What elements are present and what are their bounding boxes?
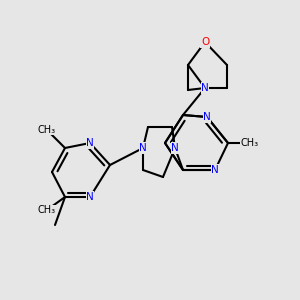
Text: CH₃: CH₃ (38, 125, 56, 135)
Text: N: N (139, 143, 147, 153)
Text: N: N (171, 143, 179, 153)
Text: N: N (86, 138, 94, 148)
Text: O: O (201, 37, 209, 47)
Text: CH₃: CH₃ (241, 138, 259, 148)
Text: N: N (203, 112, 211, 122)
Text: N: N (201, 83, 209, 93)
Text: CH₃: CH₃ (38, 205, 56, 215)
Text: N: N (211, 165, 219, 175)
Text: N: N (86, 192, 94, 202)
